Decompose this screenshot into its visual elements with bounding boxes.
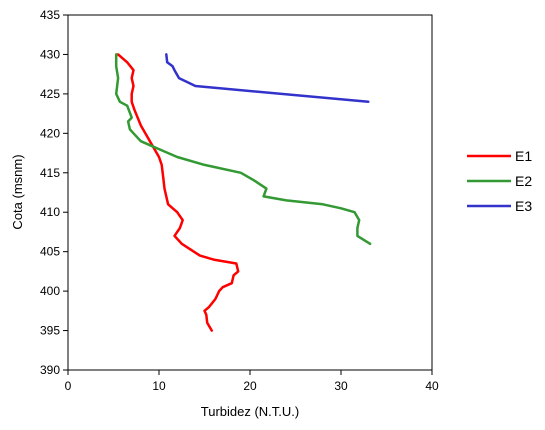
x-tick-label: 30 <box>334 379 348 393</box>
y-tick-label: 425 <box>40 87 60 101</box>
series-line-e1 <box>116 53 240 332</box>
x-axis-title: Turbidez (N.T.U.) <box>201 404 299 419</box>
legend-label-e3: E3 <box>515 198 532 214</box>
series-line-e3 <box>165 53 370 104</box>
x-tick-label: 20 <box>243 379 257 393</box>
y-tick-label: 395 <box>40 324 60 338</box>
y-tick-label: 390 <box>40 363 60 377</box>
y-tick-label: 405 <box>40 245 60 259</box>
y-tick-label: 415 <box>40 166 60 180</box>
series-lines <box>114 53 372 332</box>
y-axis-ticks: 390 395 400 405 410 415 420 425 430 435 <box>40 8 68 377</box>
legend-label-e1: E1 <box>515 148 532 164</box>
y-tick-label: 430 <box>40 47 60 61</box>
y-tick-label: 420 <box>40 126 60 140</box>
y-tick-label: 400 <box>40 284 60 298</box>
legend: E1 E2 E3 <box>467 148 532 214</box>
x-tick-label: 40 <box>425 379 439 393</box>
series-line-e2 <box>114 53 372 246</box>
legend-label-e2: E2 <box>515 173 532 189</box>
y-tick-label: 410 <box>40 205 60 219</box>
x-axis-ticks: 0 10 20 30 40 <box>65 370 439 393</box>
x-tick-label: 10 <box>152 379 166 393</box>
y-axis-title: Cota (msnm) <box>10 154 25 229</box>
x-tick-label: 0 <box>65 379 72 393</box>
y-tick-label: 435 <box>40 8 60 22</box>
plot-area <box>67 14 433 371</box>
